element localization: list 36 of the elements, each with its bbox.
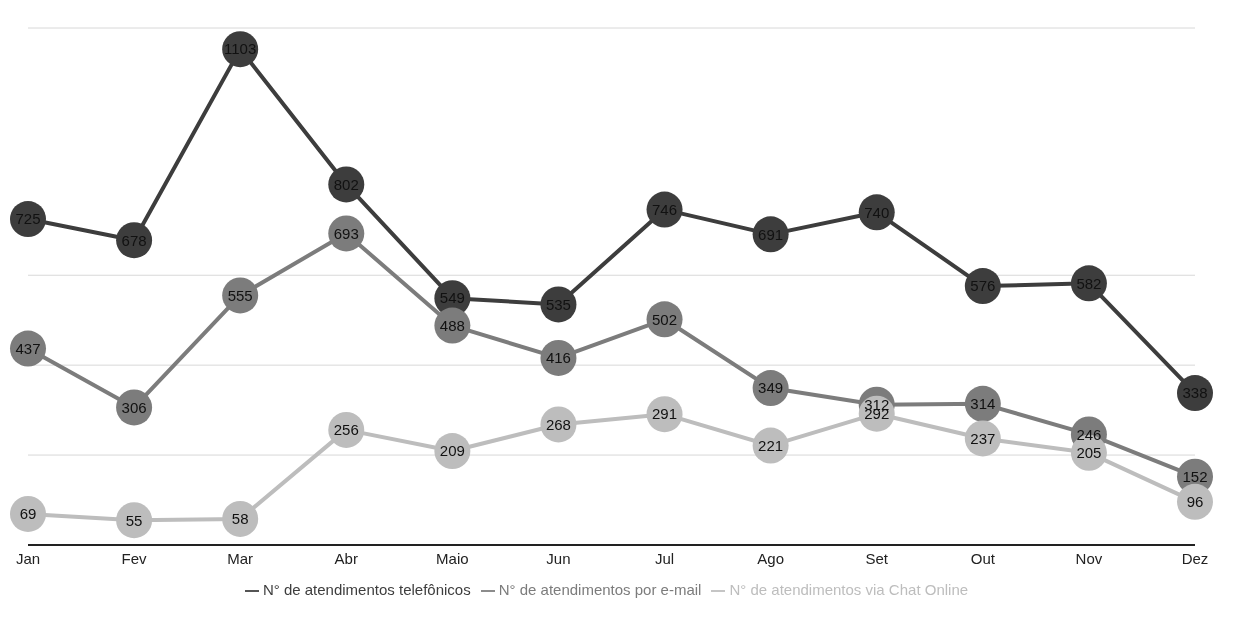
data-label: 55 bbox=[125, 511, 143, 529]
legend-label: N° de atendimentos via Chat Online bbox=[729, 580, 969, 598]
data-label: 256 bbox=[333, 421, 359, 439]
x-tick-label: Abr bbox=[334, 549, 358, 567]
data-label: 314 bbox=[970, 395, 996, 413]
data-label: 306 bbox=[121, 398, 147, 416]
data-label: 69 bbox=[19, 505, 37, 523]
data-label: 437 bbox=[15, 339, 41, 357]
data-label: 291 bbox=[652, 405, 678, 423]
legend-label: N° de atendimentos por e-mail bbox=[498, 580, 702, 598]
data-label: 237 bbox=[970, 429, 996, 447]
data-label: 221 bbox=[758, 436, 784, 454]
x-tick-label: Jan bbox=[15, 549, 41, 567]
data-label: 58 bbox=[231, 510, 249, 528]
data-label: 416 bbox=[545, 349, 571, 367]
x-tick-label: Jul bbox=[654, 549, 675, 567]
data-label: 205 bbox=[1076, 444, 1102, 462]
data-label: 209 bbox=[439, 442, 465, 460]
data-label: 555 bbox=[227, 286, 253, 304]
data-label: 693 bbox=[333, 224, 359, 242]
data-label: 488 bbox=[439, 316, 465, 334]
x-tick-label: Out bbox=[970, 549, 996, 567]
data-label: 96 bbox=[1186, 493, 1204, 511]
data-label: 349 bbox=[758, 379, 784, 397]
x-tick-label: Mar bbox=[227, 549, 254, 567]
x-tick-label: Dez bbox=[1181, 549, 1209, 567]
x-tick-label: Jun bbox=[546, 549, 571, 567]
x-tick-label: Set bbox=[865, 549, 889, 567]
data-label: 268 bbox=[545, 415, 571, 433]
legend-label: N° de atendimentos telefônicos bbox=[262, 580, 471, 598]
x-tick-label: Fev bbox=[121, 549, 148, 567]
data-label: 152 bbox=[1182, 467, 1208, 485]
x-tick-label: Ago bbox=[757, 549, 784, 567]
x-tick-label: Nov bbox=[1075, 549, 1103, 567]
data-label: 502 bbox=[652, 310, 678, 328]
x-tick-label: Maio bbox=[436, 549, 469, 567]
